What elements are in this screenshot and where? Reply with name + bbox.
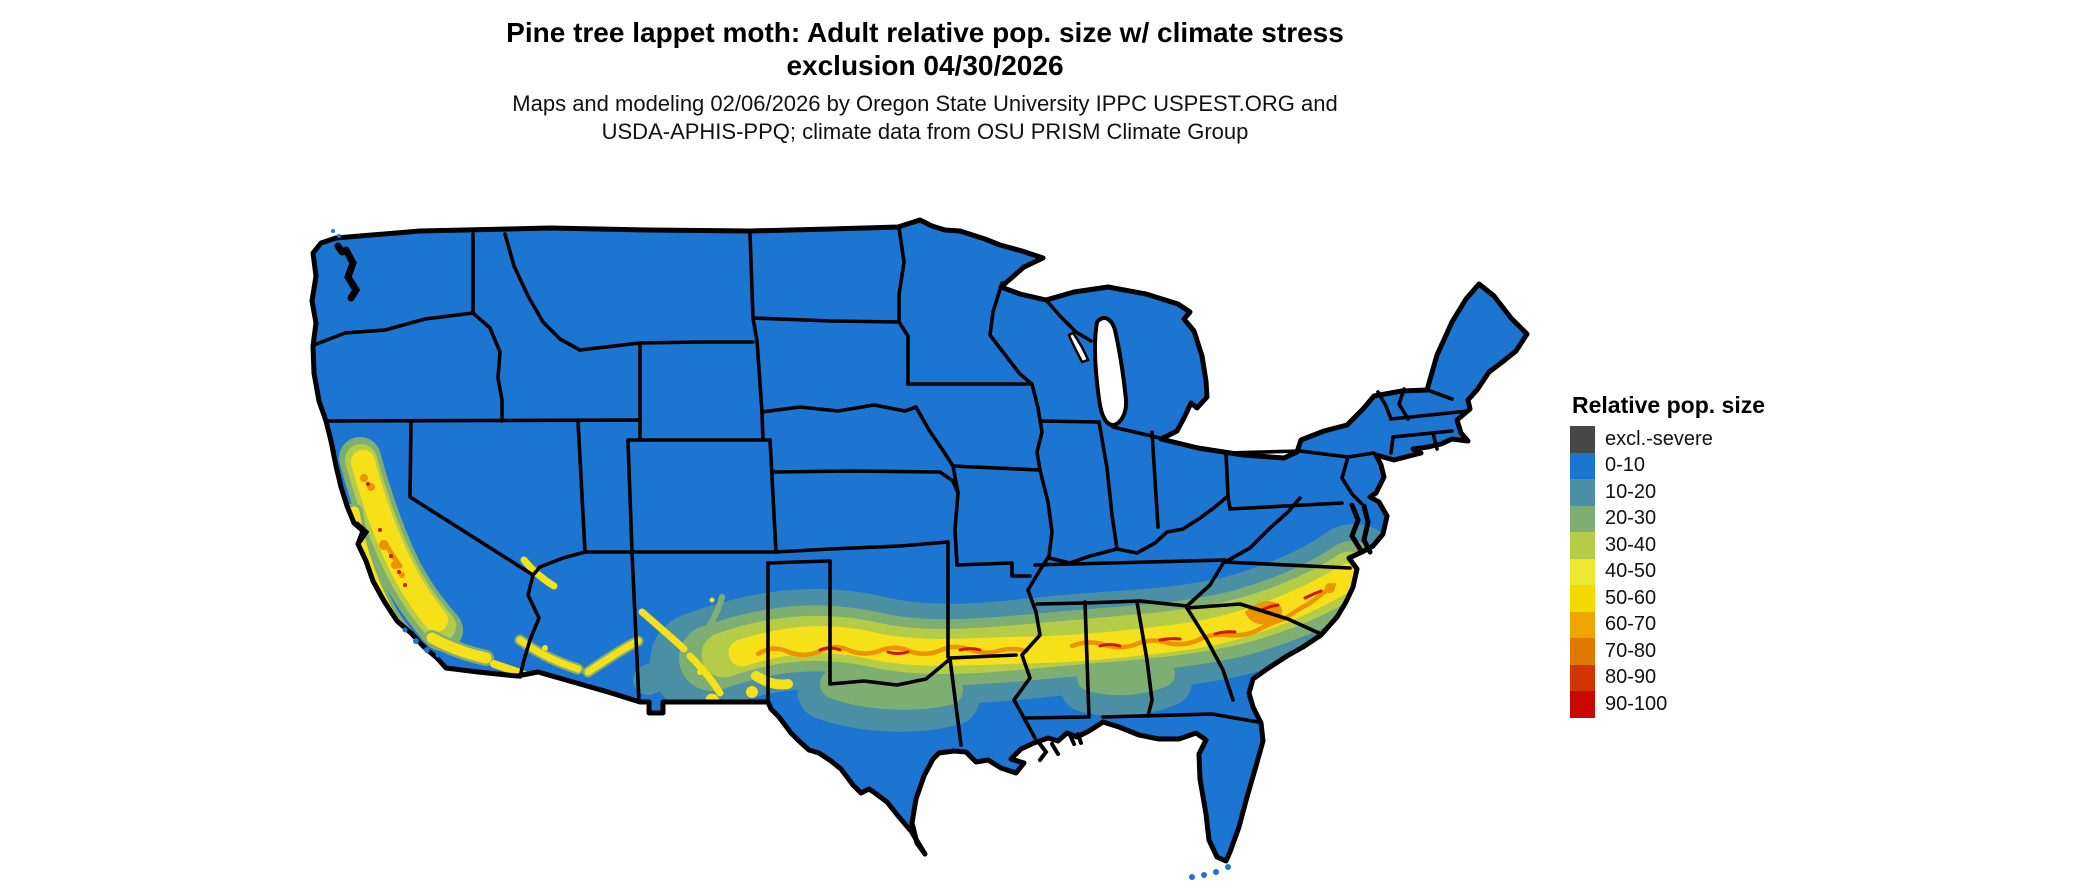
channel-island — [413, 638, 419, 644]
legend-swatch — [1570, 505, 1595, 532]
florida-key — [1225, 864, 1231, 870]
legend-swatch — [1570, 611, 1595, 638]
channel-island — [402, 627, 408, 633]
legend-label: 40-50 — [1605, 560, 1657, 583]
legend-label: 80-90 — [1605, 666, 1657, 689]
water-details — [334, 242, 1373, 762]
legend-label: 70-80 — [1605, 639, 1657, 662]
us-map-svg — [309, 217, 1530, 880]
page-title: Pine tree lappet moth: Adult relative po… — [0, 16, 1850, 82]
mississippi-delta — [1038, 742, 1060, 762]
legend-swatch — [1570, 426, 1595, 453]
legend-item: 90-100 — [1570, 691, 1820, 718]
legend-label: 10-20 — [1605, 480, 1657, 503]
sf-bay — [354, 521, 370, 544]
yellow-spot — [746, 686, 758, 698]
legend-swatch — [1570, 479, 1595, 506]
legend-item: 0-10 — [1570, 452, 1820, 479]
state-borders — [312, 226, 1470, 747]
legend-swatch — [1570, 558, 1595, 585]
channel-island — [424, 647, 430, 653]
us-outline-stroke — [309, 217, 1530, 864]
legend-item: 50-60 — [1570, 585, 1820, 612]
us-outline-fill — [312, 220, 1527, 861]
legend-item: 20-30 — [1570, 505, 1820, 532]
orange-spot — [1325, 583, 1335, 593]
title-line-2: exclusion 04/30/2026 — [786, 50, 1064, 81]
subtitle-line-2: USDA-APHIS-PPQ; climate data from OSU PR… — [601, 119, 1249, 144]
legend-title: Relative pop. size — [1572, 392, 1766, 418]
page-subtitle: Maps and modeling 02/06/2026 by Oregon S… — [0, 90, 1850, 146]
legend-item: 70-80 — [1570, 638, 1820, 665]
legend-item: 30-40 — [1570, 532, 1820, 559]
florida-key — [1201, 872, 1207, 878]
legend-label: 30-40 — [1605, 533, 1657, 556]
south-band-orange — [755, 582, 1337, 657]
legend-label: 20-30 — [1605, 507, 1657, 530]
legend-swatch — [1570, 532, 1595, 559]
legend-swatch — [1570, 691, 1595, 718]
islands — [331, 229, 1231, 880]
legend: Relative pop. size excl.-severe 0-10 10-… — [1570, 392, 1820, 718]
legend-swatch — [1570, 638, 1595, 665]
chesapeake-bay — [1349, 502, 1373, 555]
channel-island — [435, 652, 441, 658]
legend-swatch — [1570, 664, 1595, 691]
legend-item: 40-50 — [1570, 558, 1820, 585]
legend-label: 90-100 — [1605, 692, 1668, 715]
legend-item: 80-90 — [1570, 664, 1820, 691]
legend-items: excl.-severe 0-10 10-20 20-30 30-40 40-5… — [1570, 426, 1820, 718]
legend-item: 60-70 — [1570, 611, 1820, 638]
legend-label: 60-70 — [1605, 613, 1657, 636]
legend-label: 0-10 — [1605, 454, 1646, 477]
legend-swatch — [1570, 585, 1595, 612]
us-risk-map — [300, 160, 1645, 892]
legend-item: 10-20 — [1570, 479, 1820, 506]
yellow-spot — [756, 706, 764, 714]
south-band-red — [818, 589, 1323, 655]
san-juan-island — [331, 229, 335, 233]
san-juan-island — [337, 234, 341, 238]
legend-swatch — [1570, 452, 1595, 479]
puget-sound — [334, 242, 361, 302]
legend-label: 50-60 — [1605, 586, 1657, 609]
title-line-1: Pine tree lappet moth: Adult relative po… — [506, 17, 1344, 48]
legend-item: excl.-severe — [1570, 426, 1820, 453]
green-bay — [1067, 331, 1090, 364]
lake-michigan — [1093, 316, 1129, 427]
mobile-bay — [1068, 732, 1083, 746]
legend-label: excl.-severe — [1605, 427, 1713, 450]
subtitle-line-1: Maps and modeling 02/06/2026 by Oregon S… — [512, 91, 1338, 116]
florida-key — [1189, 874, 1195, 880]
florida-key — [1213, 869, 1219, 875]
